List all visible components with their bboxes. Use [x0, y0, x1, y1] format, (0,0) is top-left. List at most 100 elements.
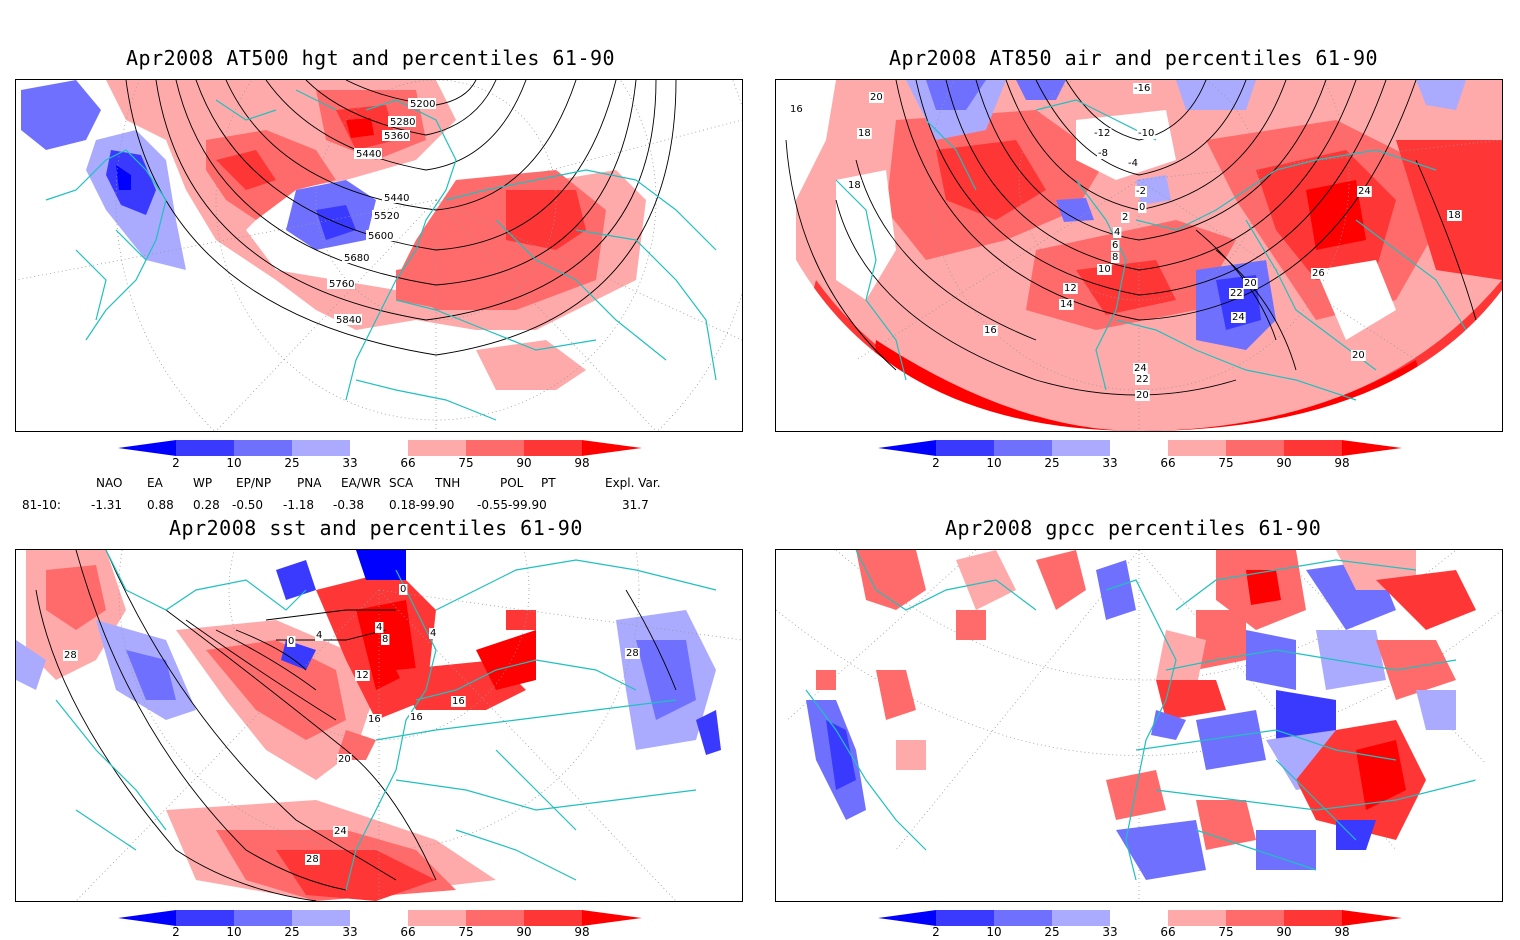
colorbar-label: 90 — [516, 456, 532, 470]
colorbar-swatches — [118, 910, 642, 926]
contour-label: 4 — [376, 622, 382, 633]
index-value: -1.18 — [283, 498, 315, 512]
colorbar-label: 10 — [226, 456, 242, 470]
panel-title-sst: Apr2008 sst and percentiles 61-90 — [169, 516, 583, 540]
contour-label: 28 — [626, 648, 639, 659]
colorbar-label: 25 — [1044, 456, 1060, 470]
contour-label: -10 — [1138, 128, 1154, 139]
colorbar-label: 25 — [1044, 925, 1060, 939]
colorbar-label: 33 — [1102, 925, 1118, 939]
map-gpcc — [775, 549, 1503, 902]
index-value: -0.38 — [333, 498, 365, 512]
contour-label: 18 — [1448, 210, 1461, 221]
contour-label: 4 — [430, 628, 436, 639]
colorbar-label: 10 — [986, 456, 1002, 470]
colorbar-label: 2 — [172, 925, 180, 939]
z500-coastlines — [45, 89, 717, 421]
colorbar-label: 75 — [458, 456, 474, 470]
contour-label: 5520 — [374, 211, 399, 222]
contour-label: 24 — [334, 826, 347, 837]
colorbar-label: 90 — [516, 925, 532, 939]
colorbar-t850: 2 10 25 33 66 75 90 98 — [878, 440, 1402, 470]
colorbar-label: 33 — [342, 456, 358, 470]
contour-label: 5440 — [356, 149, 381, 160]
sst-shading — [16, 550, 721, 901]
colorbar-label: 33 — [342, 925, 358, 939]
index-values: 81-10: -1.31 0.88 0.28 -0.50 -1.18 -0.38… — [0, 498, 760, 514]
contour-label: 5440 — [384, 193, 409, 204]
contour-label: 5600 — [368, 231, 393, 242]
sst-contours — [35, 550, 677, 901]
colorbar-label: 25 — [284, 456, 300, 470]
contour-label: 16 — [410, 712, 423, 723]
sst-grid — [75, 550, 742, 901]
colorbar-label: 66 — [1160, 925, 1176, 939]
colorbar-label: 66 — [400, 456, 416, 470]
contour-label: 5360 — [384, 131, 409, 142]
index-header: NAO — [96, 476, 123, 490]
index-header: EA/WR — [341, 476, 382, 490]
colorbar-label: 98 — [1334, 925, 1350, 939]
contour-label: 5840 — [336, 315, 361, 326]
contour-label: 10 — [1098, 264, 1111, 275]
index-value: 0.18-99.90 — [389, 498, 455, 512]
colorbar-label: 98 — [574, 925, 590, 939]
map-sst: 0 4 4 8 4 0 12 16 16 16 20 24 28 28 28 — [15, 549, 743, 902]
contour-label: 24 — [1358, 186, 1371, 197]
colorbar-label: 75 — [1218, 456, 1234, 470]
t850-contours — [785, 80, 1477, 396]
index-value: 0.28 — [193, 498, 220, 512]
contour-label: 5280 — [390, 117, 415, 128]
colorbar-swatches — [878, 440, 1402, 456]
z500-grid — [16, 80, 742, 431]
contour-label: 22 — [1136, 374, 1149, 385]
contour-label: -12 — [1094, 128, 1110, 139]
contour-label: 4 — [316, 630, 322, 641]
index-header: EP/NP — [236, 476, 272, 490]
map-z500: 5200 5280 5360 5440 5440 5520 5600 5680 … — [15, 79, 743, 432]
colorbar-label: 2 — [932, 456, 940, 470]
index-header: POL — [500, 476, 524, 490]
colorbar-swatches — [118, 440, 642, 456]
index-header: WP — [193, 476, 213, 490]
colorbar-sst: 2 10 25 33 66 75 90 98 — [118, 910, 642, 939]
sst-contour-labels: 0 4 4 8 4 0 12 16 16 16 20 24 28 28 28 — [63, 584, 640, 865]
colorbar-label: 75 — [1218, 925, 1234, 939]
contour-label: 16 — [790, 104, 803, 115]
contour-label: 6 — [1112, 240, 1118, 251]
contour-label: 28 — [306, 854, 319, 865]
colorbar-label: 90 — [1276, 456, 1292, 470]
contour-label: 5200 — [410, 99, 435, 110]
index-header: SCA — [389, 476, 414, 490]
map-t850: -16 -12 -10 -8 -4 -2 0 2 4 6 8 10 12 14 … — [775, 79, 1503, 432]
contour-label: 18 — [858, 128, 871, 139]
index-value: -1.31 — [91, 498, 123, 512]
contour-label: 14 — [1060, 299, 1073, 310]
index-headers: NAO EA WP EP/NP PNA EA/WR SCA TNH POL PT… — [0, 476, 760, 492]
index-value: -0.50 — [232, 498, 264, 512]
index-value: 0.88 — [147, 498, 174, 512]
index-header: PT — [541, 476, 556, 490]
contour-label: 8 — [382, 634, 388, 645]
contour-label: 26 — [1312, 268, 1325, 279]
gpcc-coastlines — [805, 550, 1477, 881]
contour-label: 18 — [848, 180, 861, 191]
colorbar-label: 75 — [458, 925, 474, 939]
index-value: -0.55-99.90 — [477, 498, 547, 512]
contour-label: 16 — [984, 325, 997, 336]
contour-label: -16 — [1134, 83, 1150, 94]
contour-label: 12 — [356, 670, 369, 681]
t850-grid — [855, 80, 1502, 431]
colorbar-label: 2 — [932, 925, 940, 939]
index-value: 31.7 — [622, 498, 649, 512]
colorbar-label: 66 — [400, 925, 416, 939]
t850-shading — [776, 80, 1502, 431]
index-row-label: 81-10: — [22, 498, 61, 512]
colorbar-label: 90 — [1276, 925, 1292, 939]
panel-title-gpcc: Apr2008 gpcc percentiles 61-90 — [945, 516, 1322, 540]
contour-label: 22 — [1230, 288, 1243, 299]
gpcc-shading — [806, 550, 1476, 880]
z500-contour-labels: 5200 5280 5360 5440 5440 5520 5600 5680 … — [327, 98, 436, 326]
t850-contour-labels: -16 -12 -10 -8 -4 -2 0 2 4 6 8 10 12 14 … — [789, 83, 1462, 401]
z500-shading — [21, 80, 646, 390]
